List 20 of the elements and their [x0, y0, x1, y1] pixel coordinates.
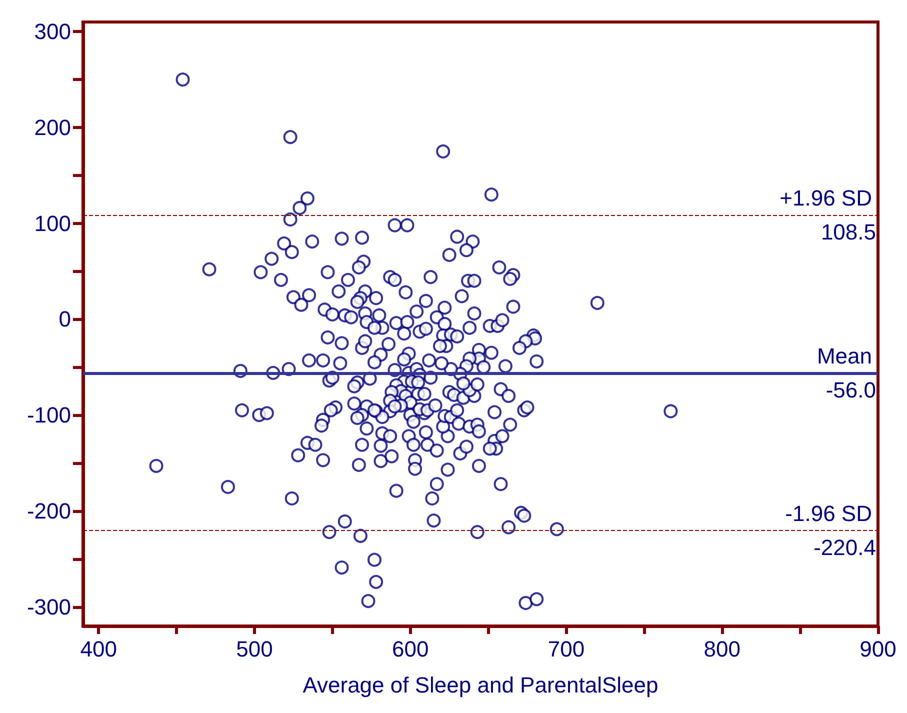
x-tick-label: 500 — [236, 636, 273, 662]
x-tick-label: 600 — [392, 636, 429, 662]
y-tick-label: -100 — [26, 402, 71, 428]
y-tick-label: -300 — [26, 594, 71, 620]
x-tick-label: 800 — [704, 636, 740, 662]
ref-line-label: +1.96 SD — [780, 186, 872, 211]
y-tick-label: -200 — [26, 498, 71, 524]
annotation: 108.5 — [820, 220, 876, 245]
x-tick-label: 900 — [860, 636, 896, 662]
x-tick-label: 400 — [80, 636, 117, 662]
y-tick-label: 300 — [34, 19, 71, 44]
y-tick-label: 200 — [34, 114, 71, 140]
x-axis-title: Average of Sleep and ParentalSleep — [302, 672, 658, 698]
ref-line-label: -1.96 SD — [785, 501, 872, 526]
annotation: -56.0 — [826, 377, 876, 402]
x-tick-label: 700 — [548, 636, 585, 662]
annotation: -220.4 — [814, 535, 876, 560]
y-tick-label: 0 — [58, 306, 71, 332]
y-tick-label: 100 — [34, 210, 71, 236]
ref-line-label: Mean — [816, 343, 872, 368]
